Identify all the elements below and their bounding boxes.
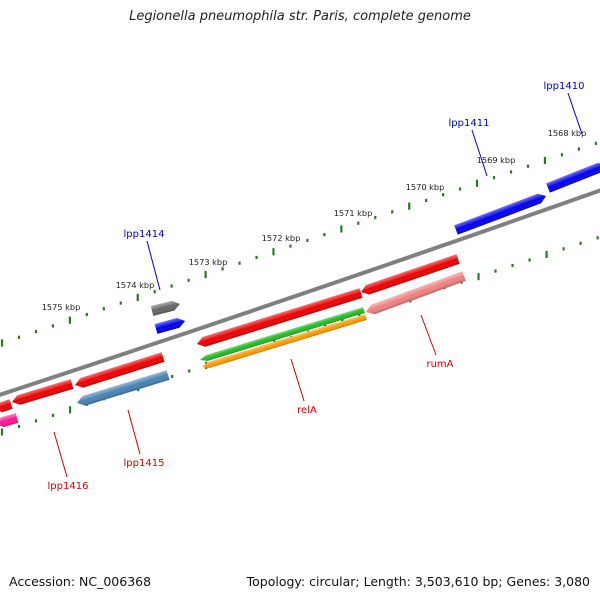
tick-label-1575-kbp: 1575 kbp [42,302,81,312]
gene-arrow-shading [77,370,170,406]
leader-line-lpp1414 [146,240,161,291]
labels-layer: 1568 kbp 1569 kbp 1570 kbp 1571 kbp 1572 kbp… [42,81,587,492]
gene-lpp1416[interactable] [0,399,13,413]
gene-unlabeled-9[interactable] [73,352,165,390]
leader-line-lpp1410 [567,92,583,135]
tick-label-1569-kbp: 1569 kbp [477,155,516,165]
gene-arrow-shading [12,379,74,405]
gene-label-ruma[interactable]: rumA [426,359,453,370]
leader-line-lpp1411 [471,129,488,177]
leader-line-lpp1415 [127,409,141,455]
gene-label-lpp1410[interactable]: lpp1410 [544,81,585,92]
leader-line-lpp1416 [53,431,68,478]
gene-rela[interactable] [196,288,363,349]
gene-arrow-shading [200,307,365,361]
gene-lpp1410[interactable] [546,160,600,193]
outer-tick-row [0,141,597,347]
tick-label-1568-kbp: 1568 kbp [548,128,587,138]
gene-unlabeled-13[interactable] [0,413,19,429]
gene-lpp1414[interactable] [150,299,181,316]
gene-arrow-shading [154,318,185,334]
gene-unlabeled-5[interactable] [199,307,365,363]
leader-line-ruma [420,314,437,356]
tick-label-1572-kbp: 1572 kbp [262,233,301,243]
gene-arrow-shading [202,314,367,368]
leader-line-rela [290,358,305,402]
gene-label-lpp1411[interactable]: lpp1411 [449,118,490,129]
gene-lpp1411[interactable] [454,191,548,235]
gene-lpp1415[interactable] [76,370,170,408]
tick-label-1573-kbp: 1573 kbp [189,257,228,267]
gene-label-lpp1415[interactable]: lpp1415 [124,458,165,469]
gene-arrow-shading [150,300,180,316]
gene-label-lpp1416[interactable]: lpp1416 [48,481,89,492]
gene-label-lpp1414[interactable]: lpp1414 [124,229,165,240]
gene-label-rela[interactable]: relA [297,405,317,416]
gene-arrow-shading [0,413,19,428]
tick-label-1571-kbp: 1571 kbp [334,208,373,218]
tick-label-1574-kbp: 1574 kbp [116,280,155,290]
gene-arrow-shading [366,271,466,315]
gene-arrow-shading [197,288,363,347]
tick-label-1570-kbp: 1570 kbp [406,182,445,192]
accession-text: Accession: NC_006368 [9,574,152,589]
gene-unlabeled-2[interactable] [359,254,460,296]
gene-unlabeled-8[interactable] [154,316,187,334]
gene-arrow-shading [361,254,460,295]
gene-arrow-shading [454,193,546,235]
genome-summary-text: Topology: circular; Length: 3,503,610 bp… [246,574,590,589]
gene-unlabeled-6[interactable] [201,314,367,370]
gene-arrow-shading [75,352,165,388]
genes-layer [0,160,600,429]
map-title: Legionella pneumophila str. Paris, compl… [129,9,471,24]
gene-ruma[interactable] [364,271,466,316]
gene-arrow-shading [546,162,600,193]
genome-backbone [0,188,600,397]
gene-unlabeled-11[interactable] [11,379,74,407]
gene-arrow-shading [0,399,13,413]
